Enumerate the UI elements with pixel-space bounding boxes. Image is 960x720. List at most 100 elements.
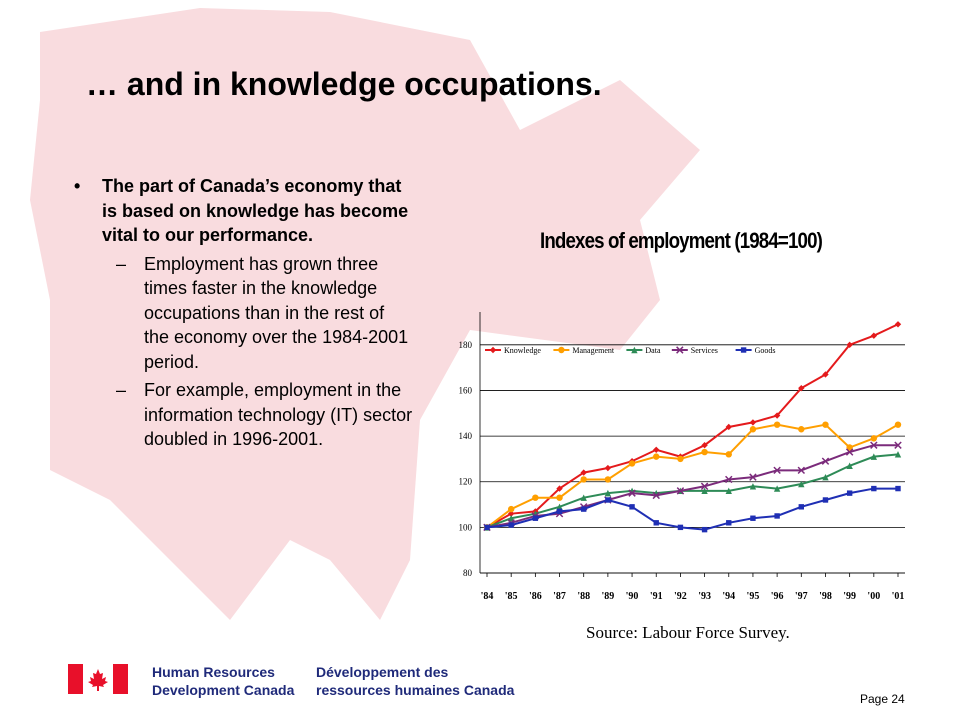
data-point [846, 490, 853, 496]
x-tick-label: '95 [747, 591, 760, 602]
series-line [486, 453, 899, 529]
data-point [677, 455, 684, 463]
legend-marker [740, 347, 747, 353]
data-point [725, 451, 732, 458]
data-point [798, 480, 805, 488]
sub-bullet-item: – Employment has grown three times faste… [74, 252, 414, 375]
data-point [484, 524, 490, 531]
y-tick-label: 180 [459, 340, 473, 350]
x-tick-label: '86 [529, 591, 542, 602]
y-tick-label: 140 [459, 431, 473, 441]
org-name-english: Human Resources Development Canada [152, 663, 294, 699]
data-point [821, 457, 830, 465]
data-point [701, 442, 708, 449]
data-point [532, 494, 539, 501]
data-point [870, 453, 878, 460]
x-tick-label: '97 [795, 591, 808, 602]
y-tick-label: 80 [463, 568, 473, 578]
data-point [749, 473, 757, 481]
data-point [797, 466, 806, 475]
x-tick-label: '94 [722, 591, 735, 602]
sub-bullet-dash: – [116, 380, 127, 400]
x-tick-label: '89 [601, 591, 614, 602]
x-tick-label: '01 [892, 591, 905, 602]
x-tick-label: '87 [553, 591, 566, 602]
y-tick-label: 160 [459, 385, 473, 395]
bullet-text: The part of Canada’s economy that is bas… [102, 176, 409, 245]
legend-marker [489, 346, 497, 354]
data-point [628, 489, 636, 497]
data-point [870, 332, 878, 339]
series-line [486, 423, 899, 529]
data-point [701, 526, 708, 533]
bullet-dot: • [74, 176, 81, 196]
chart-title: Indexes of employment (1984=100) [540, 228, 823, 253]
data-point [870, 441, 878, 449]
data-point [750, 515, 756, 521]
legend-label: Goods [755, 346, 776, 355]
data-point [556, 485, 563, 492]
legend-label: Services [691, 346, 718, 355]
data-point [700, 482, 709, 491]
org-name-french: Développement des ressources humaines Ca… [316, 663, 514, 699]
series-goods [484, 485, 901, 533]
maple-leaf-shape [30, 8, 700, 620]
data-point [701, 448, 708, 456]
data-point [726, 520, 732, 526]
data-point [894, 321, 902, 328]
data-point [508, 522, 514, 528]
data-point [725, 475, 733, 484]
data-point [846, 462, 853, 469]
series-data [483, 451, 902, 531]
data-point [507, 515, 515, 522]
x-tick-label: '92 [674, 591, 687, 602]
data-point [580, 476, 587, 483]
legend-marker [631, 346, 638, 354]
employment-index-chart: 80 100 120 140 160 180 '84 '85 '86 '87 '88 '89 '90 '9… [459, 312, 905, 602]
sub-bullet-text: For example, employment in the informati… [144, 380, 413, 449]
data-point [871, 485, 877, 492]
data-point [798, 384, 805, 392]
data-point [894, 451, 902, 458]
data-point [895, 485, 901, 492]
canada-flag-icon [68, 664, 128, 694]
source-note: Source: Labour Force Survey. [586, 623, 790, 642]
legend-label: Management [572, 346, 615, 355]
data-point [798, 426, 805, 433]
series-line [486, 323, 899, 529]
data-point [749, 426, 757, 433]
data-point [532, 515, 539, 521]
data-point [653, 520, 659, 526]
data-point [822, 497, 829, 503]
x-tick-label: '90 [626, 591, 639, 602]
sub-bullet-dash: – [116, 253, 127, 274]
data-point [701, 487, 708, 495]
sub-bullet-item: – For example, employment in the informa… [74, 378, 414, 452]
data-point [628, 460, 636, 467]
x-tick-label: '88 [577, 591, 590, 602]
data-point [676, 487, 685, 495]
data-point [845, 448, 854, 456]
y-tick-label: 100 [459, 522, 473, 532]
org-en-line: Human Resources [152, 664, 275, 680]
data-point [507, 505, 515, 513]
legend-marker [558, 346, 565, 354]
data-point [629, 504, 635, 510]
x-tick-label: '91 [650, 591, 663, 602]
data-point [604, 476, 612, 483]
x-tick-label: '85 [505, 591, 518, 602]
data-point [894, 421, 902, 428]
y-tick-label: 120 [459, 477, 473, 487]
page-number: Page 24 [860, 692, 905, 706]
data-point [773, 485, 781, 492]
legend-label: Knowledge [504, 346, 541, 355]
data-point [605, 497, 611, 503]
data-point [556, 494, 563, 501]
data-point [581, 506, 587, 512]
slide-title: … and in knowledge occupations. [86, 66, 602, 102]
legend-label: Data [645, 346, 661, 355]
legend-marker [676, 346, 684, 354]
org-en-line: Development Canada [152, 682, 295, 698]
data-point [798, 504, 804, 510]
chart-legend: Knowledge Management Data Services Goods [485, 346, 775, 355]
